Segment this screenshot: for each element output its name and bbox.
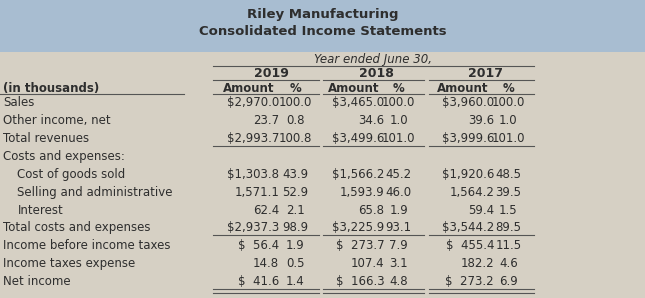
Text: Sales: Sales xyxy=(3,96,35,109)
Text: 7.9: 7.9 xyxy=(389,239,408,252)
Text: 100.8: 100.8 xyxy=(279,132,312,145)
Text: Amount: Amount xyxy=(437,82,489,95)
Text: $2,993.7: $2,993.7 xyxy=(227,132,279,145)
Text: $2,937.3: $2,937.3 xyxy=(227,221,279,235)
Text: 65.8: 65.8 xyxy=(359,204,384,217)
Text: Costs and expenses:: Costs and expenses: xyxy=(3,150,125,163)
Text: Other income, net: Other income, net xyxy=(3,114,111,127)
Text: 14.8: 14.8 xyxy=(253,257,279,270)
Text: 59.4: 59.4 xyxy=(468,204,494,217)
Text: Total costs and expenses: Total costs and expenses xyxy=(3,221,151,235)
Text: 6.9: 6.9 xyxy=(499,275,518,288)
Text: Interest: Interest xyxy=(17,204,63,217)
Text: 46.0: 46.0 xyxy=(386,186,412,199)
Text: $  455.4: $ 455.4 xyxy=(446,239,494,252)
Text: 2018: 2018 xyxy=(359,67,393,80)
Text: 1.4: 1.4 xyxy=(286,275,305,288)
Text: $3,499.6: $3,499.6 xyxy=(332,132,384,145)
Text: $3,465.0: $3,465.0 xyxy=(332,96,384,109)
Text: 1,593.9: 1,593.9 xyxy=(340,186,384,199)
Text: 62.4: 62.4 xyxy=(253,204,279,217)
Text: 52.9: 52.9 xyxy=(283,186,308,199)
Text: $3,544.2: $3,544.2 xyxy=(442,221,494,235)
Text: $2,970.0: $2,970.0 xyxy=(227,96,279,109)
Text: $1,566.2: $1,566.2 xyxy=(332,168,384,181)
Text: $  41.6: $ 41.6 xyxy=(238,275,279,288)
Text: 1.9: 1.9 xyxy=(389,204,408,217)
Text: $3,999.6: $3,999.6 xyxy=(442,132,494,145)
Text: 48.5: 48.5 xyxy=(495,168,521,181)
Text: 98.9: 98.9 xyxy=(283,221,308,235)
Text: Income before income taxes: Income before income taxes xyxy=(3,239,171,252)
Text: 93.1: 93.1 xyxy=(386,221,412,235)
Text: Riley Manufacturing: Riley Manufacturing xyxy=(247,8,398,21)
Text: $  273.7: $ 273.7 xyxy=(336,239,384,252)
Text: 1,571.1: 1,571.1 xyxy=(234,186,279,199)
Text: 100.0: 100.0 xyxy=(491,96,525,109)
Text: 4.8: 4.8 xyxy=(390,275,408,288)
FancyBboxPatch shape xyxy=(0,0,645,52)
Text: 3.1: 3.1 xyxy=(390,257,408,270)
Text: 107.4: 107.4 xyxy=(351,257,384,270)
Text: 100.0: 100.0 xyxy=(279,96,312,109)
Text: $3,225.9: $3,225.9 xyxy=(332,221,384,235)
Text: $3,960.0: $3,960.0 xyxy=(442,96,494,109)
Text: 1,564.2: 1,564.2 xyxy=(449,186,494,199)
Text: %: % xyxy=(290,82,301,95)
Text: Consolidated Income Statements: Consolidated Income Statements xyxy=(199,25,446,38)
Text: Cost of goods sold: Cost of goods sold xyxy=(17,168,126,181)
Text: 39.5: 39.5 xyxy=(495,186,521,199)
Text: (in thousands): (in thousands) xyxy=(3,82,99,95)
Text: 101.0: 101.0 xyxy=(382,132,415,145)
Text: 101.0: 101.0 xyxy=(491,132,525,145)
Text: %: % xyxy=(393,82,404,95)
Text: $1,303.8: $1,303.8 xyxy=(227,168,279,181)
Text: 34.6: 34.6 xyxy=(358,114,384,127)
Text: Year ended June 30,: Year ended June 30, xyxy=(314,53,432,66)
Text: 0.8: 0.8 xyxy=(286,114,304,127)
Text: 45.2: 45.2 xyxy=(386,168,412,181)
Text: 0.5: 0.5 xyxy=(286,257,304,270)
Text: $  56.4: $ 56.4 xyxy=(238,239,279,252)
Text: 2019: 2019 xyxy=(254,67,290,80)
Text: 4.6: 4.6 xyxy=(499,257,518,270)
Text: 39.6: 39.6 xyxy=(468,114,494,127)
Text: 182.2: 182.2 xyxy=(461,257,494,270)
Text: Income taxes expense: Income taxes expense xyxy=(3,257,135,270)
Text: 23.7: 23.7 xyxy=(253,114,279,127)
Text: Net income: Net income xyxy=(3,275,71,288)
Text: 1.5: 1.5 xyxy=(499,204,517,217)
Text: 100.0: 100.0 xyxy=(382,96,415,109)
Text: 89.5: 89.5 xyxy=(495,221,521,235)
Text: 1.9: 1.9 xyxy=(286,239,305,252)
Text: Amount: Amount xyxy=(223,82,274,95)
Text: 1.0: 1.0 xyxy=(499,114,517,127)
Text: Amount: Amount xyxy=(328,82,379,95)
Text: $  273.2: $ 273.2 xyxy=(446,275,494,288)
Text: 1.0: 1.0 xyxy=(390,114,408,127)
Text: Selling and administrative: Selling and administrative xyxy=(17,186,173,199)
Text: %: % xyxy=(502,82,514,95)
Text: 43.9: 43.9 xyxy=(283,168,308,181)
Text: 2017: 2017 xyxy=(468,67,503,80)
Text: 11.5: 11.5 xyxy=(495,239,521,252)
Text: 2.1: 2.1 xyxy=(286,204,305,217)
Text: $  166.3: $ 166.3 xyxy=(336,275,384,288)
Text: Total revenues: Total revenues xyxy=(3,132,90,145)
Text: $1,920.6: $1,920.6 xyxy=(442,168,494,181)
